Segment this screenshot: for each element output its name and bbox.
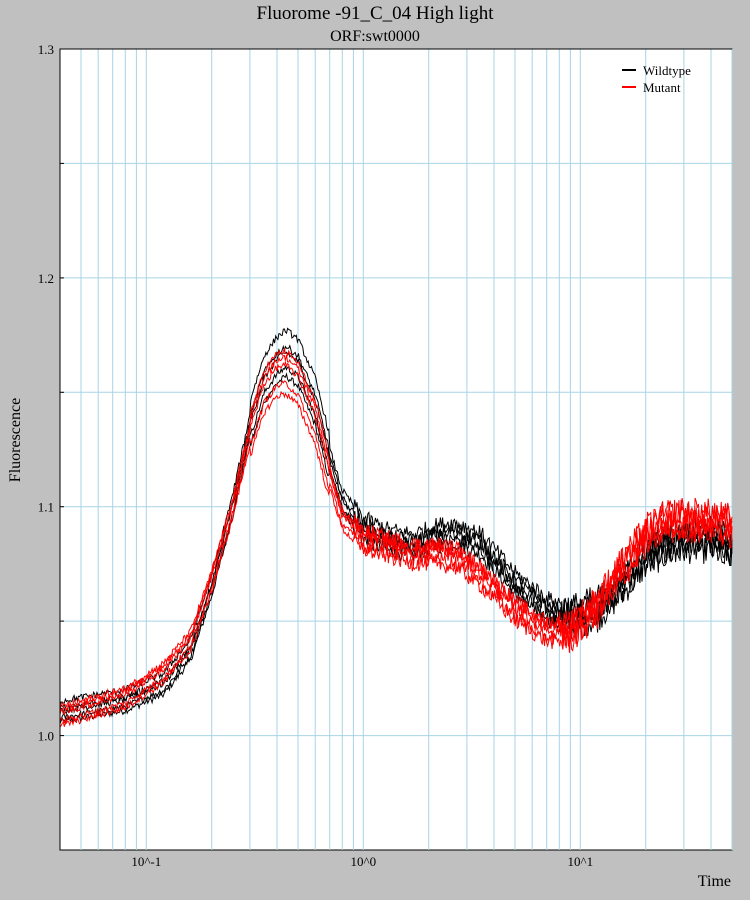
- y-tick-label: 1.0: [38, 729, 54, 744]
- x-tick-label: 10^0: [350, 854, 376, 869]
- plot-area: [59, 48, 733, 851]
- chart-subtitle: ORF:swt0000: [330, 28, 420, 45]
- x-axis-label: Time: [698, 873, 731, 890]
- x-tick-label: 10^1: [567, 854, 593, 869]
- tick-labels: 1.0 1.1 1.2 1.3 10^-1 10^0 10^1: [38, 42, 593, 869]
- mutant-replicate-line: [59, 347, 733, 710]
- y-axis-label: Fluorescence: [7, 398, 24, 482]
- legend-label-wildtype: Wildtype: [643, 63, 691, 78]
- legend: Wildtype Mutant: [622, 63, 691, 95]
- chart-title: Fluorome -91_C_04 High light: [257, 3, 495, 24]
- y-tick-label: 1.3: [38, 42, 54, 57]
- x-tick-label: 10^-1: [131, 854, 161, 869]
- series-lines: [59, 327, 733, 728]
- wildtype-replicate-line: [59, 344, 733, 712]
- y-tick-label: 1.2: [38, 271, 54, 286]
- y-tick-label: 1.1: [38, 500, 54, 515]
- legend-label-mutant: Mutant: [643, 80, 681, 95]
